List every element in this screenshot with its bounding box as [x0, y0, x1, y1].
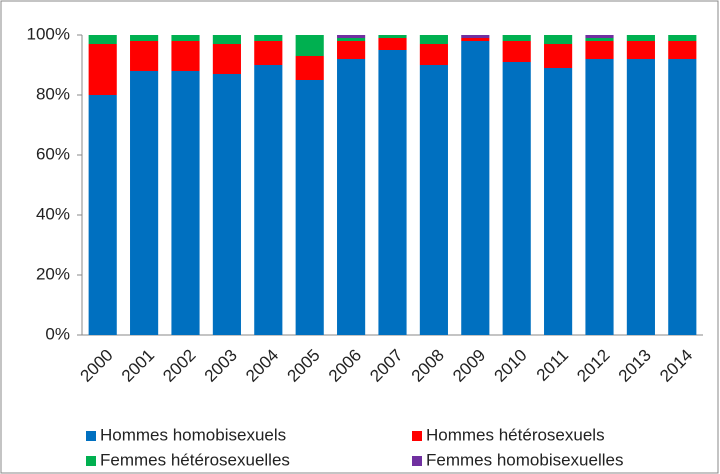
bar-segment	[544, 35, 573, 44]
legend-swatch	[412, 431, 422, 441]
bar-segment	[378, 38, 407, 50]
bar-segment	[171, 41, 200, 71]
legend-label: Femmes homobisexuelles	[426, 450, 623, 469]
bar-segment	[212, 74, 241, 335]
bar-segment	[502, 35, 531, 41]
y-tick-label: 0%	[45, 324, 70, 343]
bar-segment	[585, 59, 614, 335]
bar-segment	[212, 35, 241, 44]
bar-segment	[337, 59, 366, 335]
bar-segment	[502, 62, 531, 335]
bar-segment	[337, 38, 366, 41]
bar-segment	[295, 35, 324, 56]
bar-segment	[130, 71, 159, 335]
y-tick-label: 80%	[36, 84, 70, 103]
bar-segment	[171, 71, 200, 335]
bar-segment	[254, 35, 283, 41]
bar-segment	[626, 41, 655, 59]
bar-segment	[626, 35, 655, 41]
bar-segment	[378, 50, 407, 335]
y-tick-label: 20%	[36, 264, 70, 283]
bar-segment	[88, 35, 117, 44]
bar-segment	[130, 41, 159, 71]
bar-segment	[502, 41, 531, 62]
bar-segment	[254, 41, 283, 65]
bar-segment	[88, 44, 117, 95]
bar-segment	[461, 35, 490, 38]
bar-segment	[461, 41, 490, 335]
bar-segment	[585, 41, 614, 59]
legend-swatch	[86, 456, 96, 466]
bar-segment	[544, 44, 573, 68]
bar-segment	[668, 41, 697, 59]
legend-label: Hommes hétérosexuels	[426, 425, 605, 444]
bar-segment	[254, 65, 283, 335]
legend-swatch	[86, 431, 96, 441]
bar-segment	[212, 44, 241, 74]
bar-segment	[461, 38, 490, 41]
bar-segment	[88, 95, 117, 335]
bar-segment	[295, 56, 324, 80]
bar-segment	[337, 41, 366, 59]
legend-swatch	[412, 456, 422, 466]
bar-segment	[668, 35, 697, 41]
bar-segment	[544, 68, 573, 335]
bar-segment	[337, 35, 366, 38]
bar-segment	[378, 35, 407, 38]
legend-label: Femmes hétérosexuelles	[100, 450, 290, 469]
bar-segment	[585, 38, 614, 41]
y-tick-label: 100%	[27, 24, 70, 43]
bar-segment	[295, 80, 324, 335]
legend-label: Hommes homobisexuels	[100, 425, 286, 444]
bar-segment	[171, 35, 200, 41]
y-tick-label: 60%	[36, 144, 70, 163]
y-tick-label: 40%	[36, 204, 70, 223]
bar-segment	[419, 65, 448, 335]
bar-segment	[585, 35, 614, 38]
bar-segment	[626, 59, 655, 335]
bar-segment	[130, 35, 159, 41]
bar-segment	[419, 35, 448, 44]
bar-segment	[668, 59, 697, 335]
bar-segment	[419, 44, 448, 65]
